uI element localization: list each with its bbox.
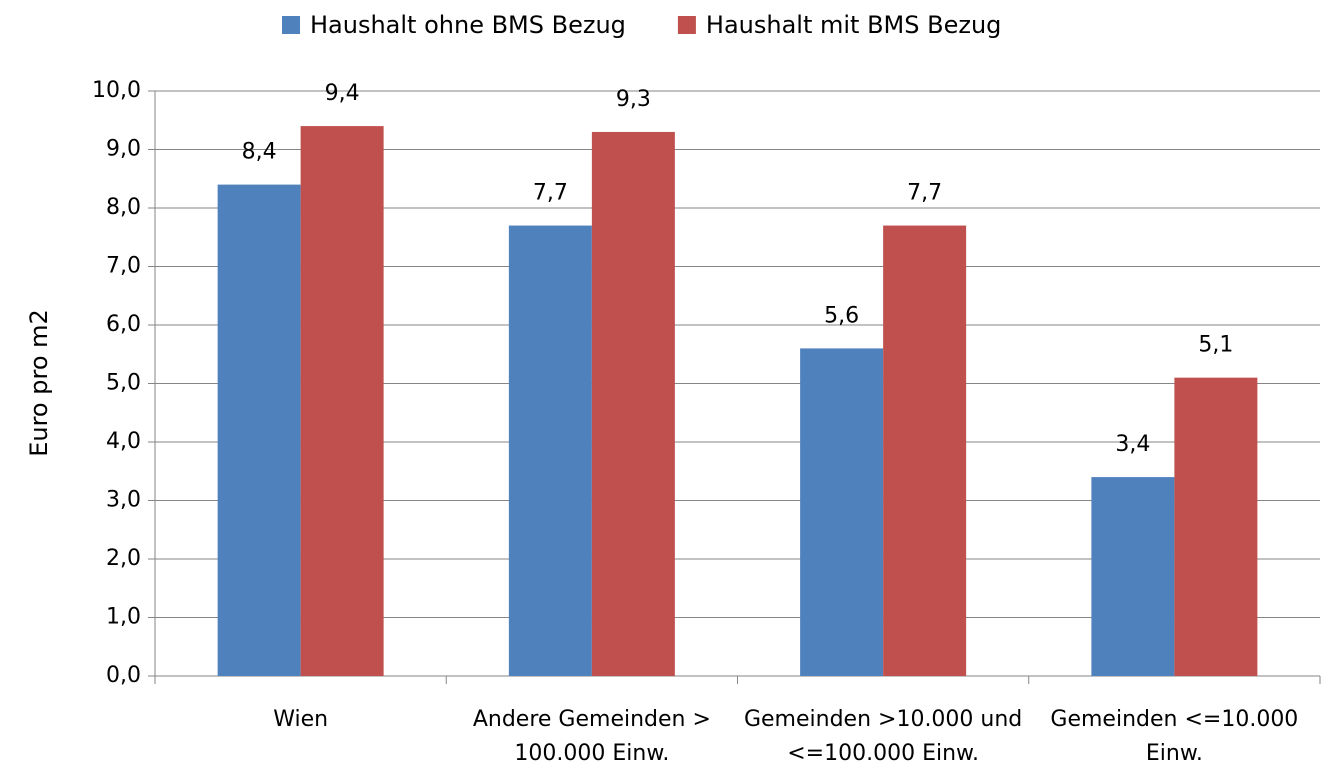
legend-swatch (282, 16, 300, 34)
x-tick-label: Andere Gemeinden > 100.000 Einw. (472, 707, 711, 766)
x-tick-label: Gemeinden >10.000 und <=100.000 Einw. (743, 707, 1023, 766)
bar (217, 184, 301, 676)
value-label: 8,4 (242, 140, 277, 165)
y-tick-label: 9,0 (106, 137, 141, 162)
value-label: 5,1 (1198, 333, 1233, 358)
bar (1091, 477, 1175, 676)
y-axis-label: Euro pro m2 (25, 309, 53, 457)
legend-swatch (677, 16, 696, 34)
value-label: 9,4 (325, 81, 360, 106)
y-tick-label: 0,0 (106, 663, 141, 688)
value-label: 9,3 (616, 87, 651, 112)
value-label: 5,6 (824, 303, 859, 328)
bar (883, 225, 967, 677)
legend-label: Haushalt mit BMS Bezug (706, 11, 1002, 39)
y-tick-label: 10,0 (92, 78, 141, 103)
bar (508, 225, 592, 677)
bar (800, 348, 884, 676)
value-label: 3,4 (1115, 432, 1150, 457)
y-tick-label: 6,0 (106, 312, 141, 337)
y-tick-label: 5,0 (106, 371, 141, 396)
x-tick-label: Gemeinden <=10.000 Einw. (1050, 707, 1299, 766)
y-tick-label: 3,0 (106, 488, 141, 513)
bar (1174, 377, 1258, 676)
y-tick-label: 1,0 (106, 605, 141, 630)
value-label: 7,7 (907, 181, 942, 206)
y-tick-label: 4,0 (106, 429, 141, 454)
y-tick-label: 8,0 (106, 195, 141, 220)
bar (300, 126, 384, 677)
legend-label: Haushalt ohne BMS Bezug (310, 11, 626, 39)
y-tick-label: 7,0 (106, 254, 141, 279)
value-label: 7,7 (533, 181, 568, 206)
x-tick-label: Wien (273, 707, 329, 732)
bar (591, 131, 675, 676)
y-tick-label: 2,0 (106, 546, 141, 571)
